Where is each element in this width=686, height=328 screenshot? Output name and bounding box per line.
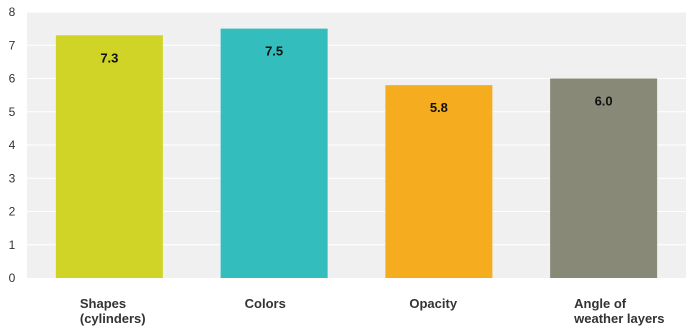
y-tick-label: 7: [9, 38, 16, 52]
y-tick-label: 6: [9, 72, 16, 86]
y-tick-label: 5: [9, 105, 16, 119]
bar: [55, 35, 163, 279]
y-tick-label: 1: [9, 238, 16, 252]
x-tick-label-line: weather layers: [573, 311, 664, 326]
y-tick-label: 8: [9, 5, 16, 19]
x-tick-label: Shapes (cylinders): [80, 296, 146, 326]
bars: [55, 28, 658, 279]
y-axis: 0 1 2 3 4 5 6 7 8: [9, 5, 16, 285]
x-tick-label: Angle of weather layers: [573, 296, 664, 326]
value-labels: 7.3 7.5 5.8 6.0: [100, 44, 612, 116]
y-tick-label: 0: [9, 271, 16, 285]
x-tick-label-line: Shapes: [80, 296, 126, 311]
x-tick-label: Opacity: [409, 296, 457, 311]
x-tick-label-line: Angle of: [574, 296, 627, 311]
bar: [550, 78, 658, 278]
y-tick-label: 4: [9, 138, 16, 152]
data-label: 5.8: [430, 100, 448, 115]
y-tick-label: 3: [9, 171, 16, 185]
bar: [385, 85, 493, 279]
bar: [220, 28, 328, 278]
data-label: 7.3: [100, 50, 118, 65]
data-label: 7.5: [265, 44, 283, 59]
x-tick-label: Colors: [245, 296, 286, 311]
x-tick-label-line: Colors: [245, 296, 286, 311]
x-tick-label-line: Opacity: [409, 296, 457, 311]
y-tick-label: 2: [9, 205, 16, 219]
x-axis: Shapes (cylinders) Colors Opacity Angle of we…: [80, 296, 665, 326]
x-tick-label-line: (cylinders): [80, 311, 146, 326]
data-label: 6.0: [595, 94, 613, 109]
